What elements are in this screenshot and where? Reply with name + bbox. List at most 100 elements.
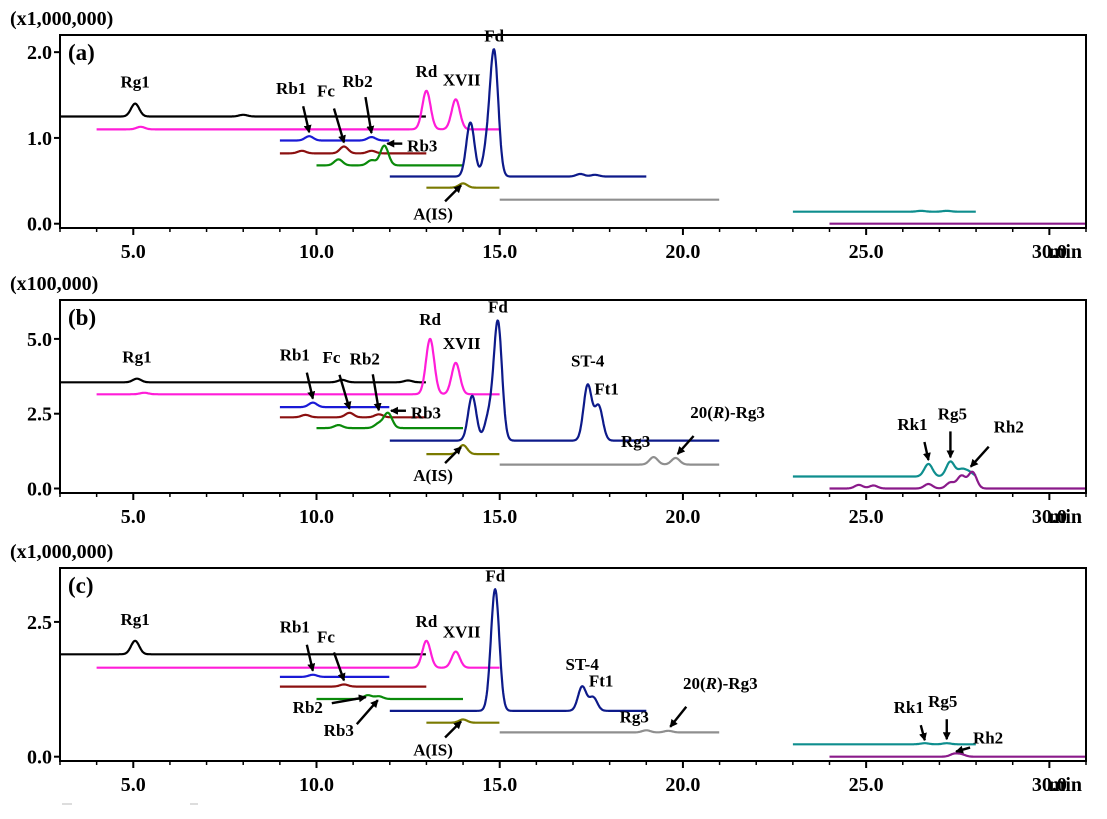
peak-label: Fd <box>484 27 504 46</box>
trace-1-4 <box>316 411 464 430</box>
panel-1-traces <box>60 319 1086 490</box>
x-tick-label: 30.0 <box>1032 241 1067 263</box>
trace-1-9 <box>828 470 1086 490</box>
peak-arrow <box>371 374 382 412</box>
trace-1-7 <box>499 456 720 466</box>
trace-0-5 <box>389 48 647 178</box>
peak-label: Rg5 <box>938 404 967 423</box>
trace-0-1 <box>96 89 501 131</box>
x-tick-label: 30.0 <box>1032 774 1067 796</box>
peak-label: 20(R)-Rg3 <box>690 403 765 422</box>
peak-label: XVII <box>443 334 481 353</box>
peak-label: Rb1 <box>276 79 306 98</box>
trace-0-4 <box>316 144 464 167</box>
peak-label: Ft1 <box>589 672 614 691</box>
peak-label: Rg1 <box>120 610 149 629</box>
trace-2-9 <box>828 752 1086 758</box>
peak-label: Rb3 <box>407 137 437 156</box>
peak-label: ST-4 <box>571 351 605 370</box>
peak-arrow <box>669 706 688 728</box>
peak-label: 20(R)-Rg3 <box>683 674 758 693</box>
x-tick-label: 10.0 <box>299 241 334 263</box>
trace-2-5 <box>389 588 647 713</box>
panel-label: (a) <box>68 40 95 65</box>
peak-label: Rd <box>416 612 438 631</box>
peak-arrow <box>338 374 352 410</box>
x-tick-label: 25.0 <box>849 774 884 796</box>
y-tick-label: 2.5 <box>27 404 52 426</box>
peak-label: Rg5 <box>928 692 957 711</box>
trace-1-1 <box>96 337 501 396</box>
y-tick-label: 5.0 <box>27 329 52 351</box>
x-axis-label: min <box>1049 241 1082 263</box>
chart-text: 5.0 10.0 15.0 20.0 25.0 30.0min0.01.02.0(x1,0… <box>10 8 1082 796</box>
x-tick-label: 5.0 <box>121 506 146 528</box>
chromatogram-traces <box>60 48 1086 758</box>
peak-arrow <box>444 446 462 464</box>
panel-label: (b) <box>68 305 96 330</box>
y-multiplier: (x1,000,000) <box>10 541 113 563</box>
trace-2-0 <box>60 639 427 656</box>
y-multiplier: (x1,000,000) <box>10 8 113 30</box>
y-tick-label: 2.5 <box>27 612 52 634</box>
peak-arrow <box>332 652 346 682</box>
trace-2-6 <box>425 718 500 724</box>
peak-arrow <box>331 694 367 705</box>
trace-0-2 <box>279 135 390 142</box>
peak-label: A(IS) <box>413 466 453 485</box>
peak-label: A(IS) <box>413 204 453 223</box>
x-tick-label: 10.0 <box>299 506 334 528</box>
peak-arrow <box>302 105 312 134</box>
peak-label: Rg1 <box>120 73 149 92</box>
trace-2-3 <box>279 683 427 688</box>
peak-label: Rk1 <box>897 415 927 434</box>
peak-label: Rh2 <box>973 729 1003 748</box>
peak-arrow <box>955 745 971 754</box>
x-tick-label: 15.0 <box>482 506 517 528</box>
peak-label: Fd <box>485 566 505 585</box>
peak-label: Ft1 <box>594 380 619 399</box>
trace-1-2 <box>279 401 390 409</box>
peak-arrow <box>444 720 462 739</box>
x-tick-label: 20.0 <box>665 774 700 796</box>
peak-label: Rk1 <box>894 698 924 717</box>
peak-label: Rb2 <box>350 349 380 368</box>
y-tick-label: 0.0 <box>27 747 52 769</box>
peak-label: Fc <box>317 82 335 101</box>
trace-2-8 <box>792 742 977 746</box>
x-tick-label: 20.0 <box>665 506 700 528</box>
plot-frames <box>54 34 1087 805</box>
peak-label: Rg1 <box>122 348 151 367</box>
x-tick-label: 5.0 <box>121 241 146 263</box>
x-axis-label: min <box>1049 774 1082 796</box>
trace-1-5 <box>389 319 720 442</box>
peak-arrow <box>332 108 346 144</box>
trace-0-3 <box>279 145 427 155</box>
peak-arrow <box>364 96 375 135</box>
trace-1-3 <box>279 411 427 419</box>
x-tick-label: 20.0 <box>665 241 700 263</box>
y-tick-label: 0.0 <box>27 214 52 236</box>
x-tick-label: 25.0 <box>849 506 884 528</box>
trace-1-8 <box>792 460 977 478</box>
peak-label: Rh2 <box>994 418 1024 437</box>
peak-label: A(IS) <box>413 740 453 759</box>
panel-0-traces <box>60 48 1086 225</box>
peak-label: XVII <box>443 623 481 642</box>
peak-label: Rd <box>416 62 438 81</box>
trace-2-1 <box>96 639 501 669</box>
peak-arrow <box>969 445 990 468</box>
trace-1-6 <box>425 444 500 456</box>
trace-0-8 <box>792 209 977 213</box>
peak-label: Rg3 <box>621 432 650 451</box>
peak-label: Rb3 <box>324 721 354 740</box>
x-axis-label: min <box>1049 506 1082 528</box>
peak-arrow <box>355 699 379 725</box>
x-tick-label: 10.0 <box>299 774 334 796</box>
peak-arrow <box>923 441 931 461</box>
x-tick-label: 15.0 <box>482 241 517 263</box>
peak-label: Fd <box>488 297 508 316</box>
trace-0-0 <box>60 102 427 118</box>
peak-label: Rd <box>419 310 441 329</box>
